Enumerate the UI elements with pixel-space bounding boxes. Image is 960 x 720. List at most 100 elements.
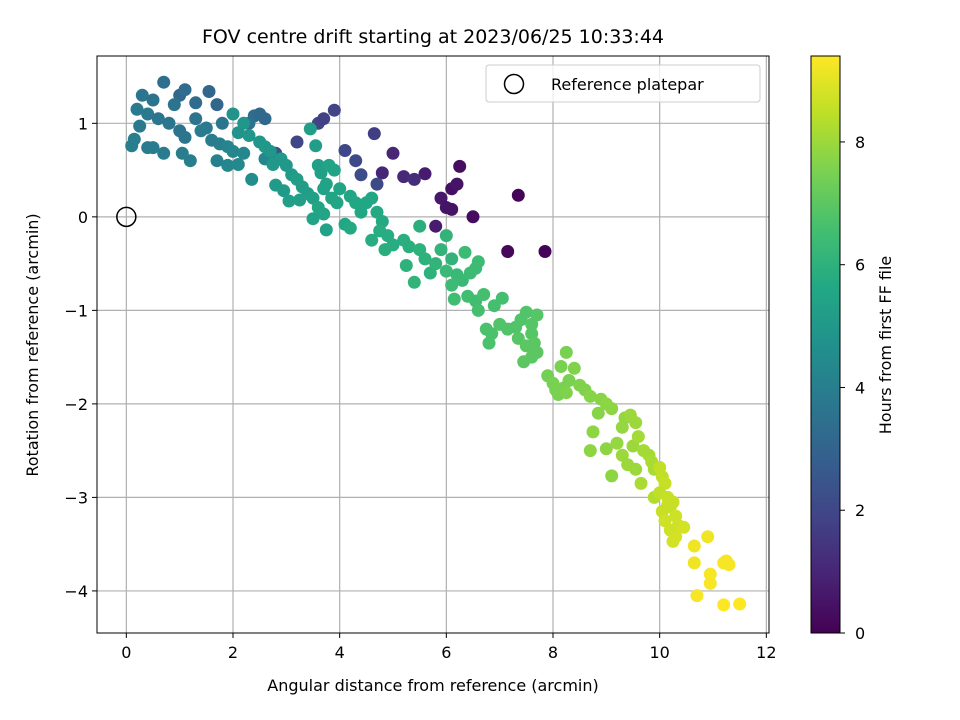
data-point (434, 243, 448, 257)
data-point (583, 389, 597, 403)
data-point (501, 245, 515, 258)
data-point (530, 308, 544, 322)
y-axis-ticks: 1 0 −1 −2 −3 −4 (64, 114, 97, 601)
data-point (466, 210, 480, 224)
data-point (423, 266, 437, 280)
colorbar-tick-label: 2 (855, 501, 865, 520)
x-tick-label: 10 (649, 643, 669, 662)
data-point (226, 107, 240, 121)
x-tick-label: 2 (228, 643, 238, 662)
chart-title: FOV centre drift starting at 2023/06/25 … (202, 26, 664, 48)
x-tick-label: 4 (335, 643, 345, 662)
data-point (279, 158, 293, 172)
data-point (226, 144, 240, 158)
grid-lines (97, 56, 769, 633)
data-point (629, 416, 643, 430)
y-tick-label: −4 (64, 582, 88, 601)
data-point (231, 126, 245, 140)
data-point (146, 93, 160, 107)
data-point (429, 219, 443, 233)
data-point (133, 119, 147, 133)
y-tick-label: −1 (64, 301, 88, 320)
data-point (439, 264, 453, 278)
data-point (194, 124, 208, 138)
data-point (157, 146, 171, 160)
data-point (599, 442, 613, 456)
legend-label: Reference platepar (551, 75, 704, 94)
data-point (477, 288, 491, 301)
data-point (447, 292, 461, 306)
data-point (135, 88, 149, 102)
data-point (703, 567, 717, 581)
data-point (319, 223, 333, 237)
data-point (471, 255, 485, 269)
data-point (367, 127, 381, 141)
data-point (210, 154, 224, 168)
data-point (519, 305, 533, 319)
data-point (538, 245, 552, 258)
data-point (189, 112, 203, 126)
data-point (317, 207, 331, 221)
data-point (610, 436, 624, 450)
colorbar-ticks: 0 2 4 6 8 (840, 133, 865, 643)
data-point (605, 469, 619, 483)
x-axis-label: Angular distance from reference (arcmin) (267, 676, 598, 695)
data-point (282, 194, 296, 208)
data-point (178, 83, 192, 97)
data-point (237, 116, 251, 130)
colorbar-tick-label: 4 (855, 378, 865, 397)
x-tick-label: 0 (121, 643, 131, 662)
data-point (733, 597, 747, 611)
data-point (327, 103, 341, 117)
data-point (162, 116, 176, 130)
data-point (629, 462, 643, 476)
data-point (157, 75, 171, 89)
data-point (221, 158, 235, 172)
data-point (445, 202, 459, 216)
data-point (277, 184, 291, 198)
data-point (445, 252, 459, 266)
data-point (266, 158, 280, 171)
data-point (666, 534, 680, 548)
data-point (306, 212, 320, 226)
data-point (407, 172, 421, 186)
data-point (562, 374, 576, 387)
data-point (317, 112, 331, 126)
colorbar-tick-label: 0 (855, 624, 865, 643)
data-point (237, 146, 251, 160)
data-point (141, 107, 155, 121)
data-point (242, 129, 256, 142)
data-point (375, 166, 389, 180)
y-tick-label: −3 (64, 488, 88, 507)
data-point (317, 182, 331, 196)
data-point (303, 122, 317, 136)
data-point (365, 191, 379, 205)
data-point (349, 154, 363, 168)
colorbar-tick-label: 6 (855, 256, 865, 275)
reference-point (116, 206, 137, 228)
data-point (258, 112, 272, 126)
data-point (687, 539, 701, 553)
data-point (263, 144, 277, 158)
data-point (687, 556, 701, 570)
data-point (690, 589, 704, 603)
reference-marker (116, 206, 137, 228)
data-point (453, 159, 467, 173)
data-point (338, 144, 352, 157)
data-point (661, 498, 675, 512)
data-point (343, 221, 357, 235)
data-point (189, 96, 203, 110)
data-point (701, 530, 715, 544)
data-point (482, 336, 496, 350)
data-point (290, 135, 304, 149)
data-point (399, 259, 413, 272)
colorbar-tick-label: 8 (855, 133, 865, 152)
x-axis-ticks: 0 2 4 6 8 10 12 (121, 633, 777, 662)
data-point (429, 257, 443, 271)
legend-box (485, 64, 761, 103)
data-point (605, 402, 619, 416)
data-point (583, 444, 597, 458)
data-point (445, 278, 459, 292)
data-point (554, 360, 568, 373)
